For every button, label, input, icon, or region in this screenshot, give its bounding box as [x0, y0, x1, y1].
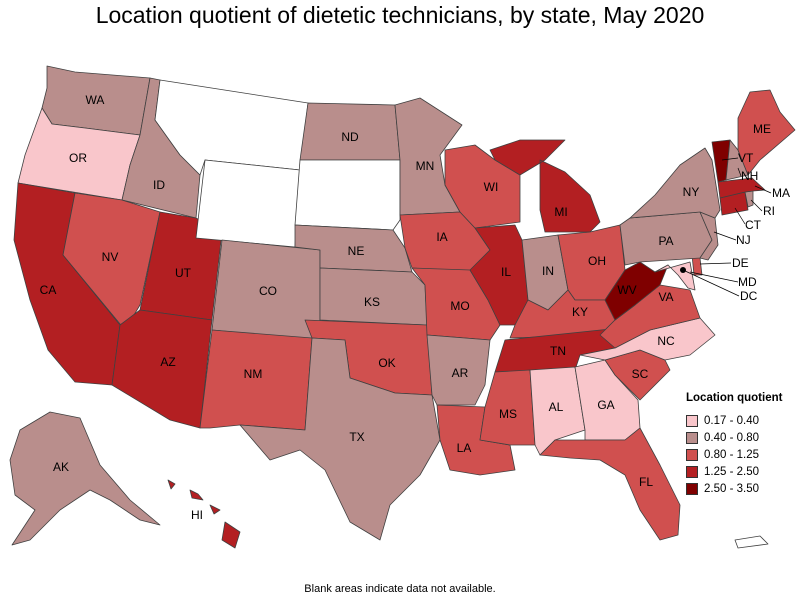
- leader-RI: [750, 199, 763, 212]
- label-MI: MI: [554, 205, 567, 219]
- state-MI[interactable]: [489, 139, 601, 233]
- leader-MD: [689, 271, 739, 283]
- label-CA: CA: [40, 283, 57, 297]
- label-MS: MS: [499, 407, 517, 421]
- state-SD[interactable]: [294, 159, 401, 231]
- label-LA: LA: [457, 441, 472, 455]
- label-MO: MO: [450, 299, 469, 313]
- label-ME: ME: [753, 122, 771, 136]
- legend-swatch: [686, 431, 698, 444]
- legend-swatch: [686, 414, 698, 427]
- legend-title: Location quotient: [686, 392, 783, 404]
- state-AK[interactable]: [9, 411, 161, 546]
- label-OR: OR: [69, 151, 87, 165]
- label-NJ: NJ: [736, 233, 751, 247]
- state-IL[interactable]: [469, 224, 529, 326]
- footnote: Blank areas indicate data not available.: [304, 583, 496, 595]
- legend-label: 0.17 - 0.40: [704, 414, 759, 427]
- label-RI: RI: [763, 204, 775, 218]
- label-MD: MD: [738, 275, 757, 289]
- label-TX: TX: [349, 430, 364, 444]
- label-IN: IN: [542, 264, 554, 278]
- state-UT[interactable]: [139, 211, 223, 321]
- label-HI: HI: [191, 508, 203, 522]
- legend-item: 0.17 - 0.40: [686, 412, 796, 429]
- state-ME[interactable]: [737, 89, 796, 176]
- label-VA: VA: [658, 290, 673, 304]
- legend-item: 1.25 - 2.50: [686, 463, 796, 480]
- leader-NJ: [713, 231, 737, 241]
- label-NM: NM: [244, 367, 263, 381]
- state-NY[interactable]: [629, 147, 721, 219]
- dc-dot[interactable]: [680, 267, 686, 273]
- label-MA: MA: [772, 186, 790, 200]
- legend-label: 0.40 - 0.80: [704, 431, 759, 444]
- legend-swatch: [686, 448, 698, 461]
- state-WY[interactable]: [195, 159, 301, 248]
- label-NE: NE: [348, 244, 365, 258]
- state-WI[interactable]: [444, 144, 521, 229]
- label-SC: SC: [632, 367, 649, 381]
- state-MA[interactable]: [717, 177, 766, 199]
- state-AR[interactable]: [426, 334, 491, 406]
- state-PR[interactable]: [734, 535, 769, 549]
- label-AL: AL: [549, 400, 564, 414]
- label-ID: ID: [153, 178, 165, 192]
- leader-VT: [721, 157, 739, 161]
- label-IA: IA: [436, 230, 447, 244]
- legend-item: 2.50 - 3.50: [686, 480, 796, 497]
- label-CO: CO: [259, 284, 277, 298]
- label-OH: OH: [588, 254, 606, 268]
- legend-label: 0.80 - 1.25: [704, 448, 759, 461]
- map-title: Location quotient of dietetic technician…: [95, 2, 705, 28]
- leader-MA: [754, 185, 772, 194]
- label-NC: NC: [657, 334, 675, 348]
- state-AZ[interactable]: [111, 309, 213, 429]
- legend: Location quotient 0.17 - 0.40 0.40 - 0.8…: [686, 392, 796, 497]
- label-CT: CT: [745, 218, 762, 232]
- label-NV: NV: [102, 250, 119, 264]
- legend-swatch: [686, 465, 698, 478]
- legend-label: 1.25 - 2.50: [704, 465, 759, 478]
- label-AZ: AZ: [160, 355, 175, 369]
- state-TX[interactable]: [239, 337, 441, 541]
- legend-label: 2.50 - 3.50: [704, 482, 759, 495]
- label-NH: NH: [741, 169, 758, 183]
- label-AK: AK: [53, 460, 69, 474]
- label-FL: FL: [639, 475, 653, 489]
- label-WA: WA: [86, 93, 105, 107]
- legend-item: 0.80 - 1.25: [686, 446, 796, 463]
- label-AR: AR: [452, 366, 469, 380]
- leader-DC: [682, 269, 740, 297]
- label-VT: VT: [738, 151, 754, 165]
- label-GA: GA: [597, 398, 614, 412]
- label-UT: UT: [175, 266, 192, 280]
- label-DC: DC: [740, 289, 758, 303]
- state-NV[interactable]: [62, 192, 161, 331]
- label-KS: KS: [364, 295, 380, 309]
- label-IL: IL: [501, 265, 511, 279]
- leader-DE: [699, 262, 732, 265]
- leader-CT: [734, 207, 746, 225]
- label-OK: OK: [378, 356, 395, 370]
- label-MN: MN: [416, 159, 435, 173]
- label-WV: WV: [617, 283, 636, 297]
- leader-NH: [737, 167, 742, 177]
- label-PA: PA: [658, 234, 673, 248]
- label-KY: KY: [572, 305, 588, 319]
- label-DE: DE: [732, 256, 749, 270]
- label-TN: TN: [550, 344, 566, 358]
- label-NY: NY: [683, 185, 700, 199]
- legend-item: 0.40 - 0.80: [686, 429, 796, 446]
- label-ND: ND: [341, 130, 359, 144]
- label-WI: WI: [484, 180, 499, 194]
- state-FL[interactable]: [539, 427, 681, 541]
- legend-swatch: [686, 482, 698, 495]
- state-HI[interactable]: [167, 479, 241, 549]
